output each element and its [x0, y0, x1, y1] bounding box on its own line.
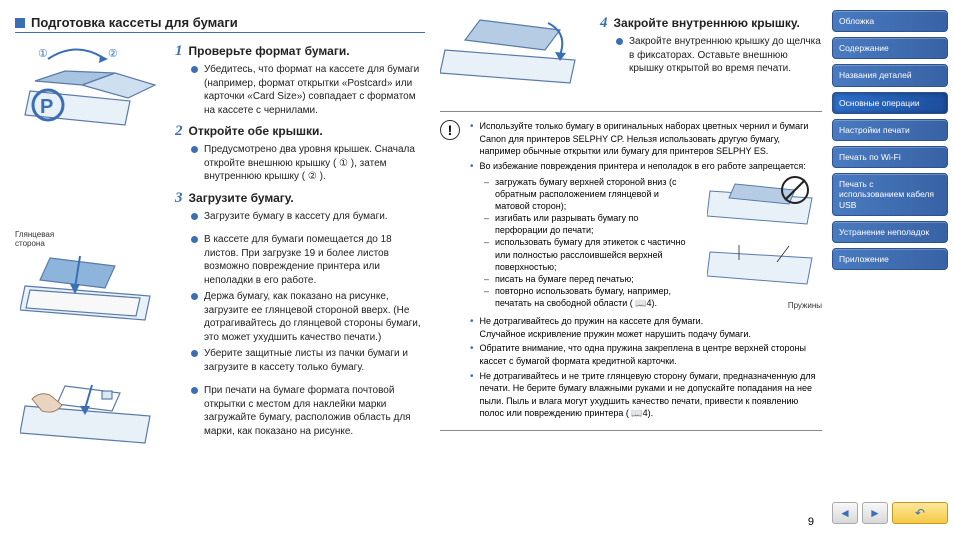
bullet-dot-icon: [191, 293, 198, 300]
sidebar-nav: Обложка Содержание Названия деталей Осно…: [832, 0, 954, 534]
illustration-close-lid: [440, 15, 580, 93]
sidebar-item-appendix[interactable]: Приложение: [832, 248, 948, 270]
step-title-4: Закройте внутреннюю крышку.: [614, 16, 800, 30]
left-arrow-icon: ◄: [839, 506, 851, 520]
illustration-springs-1: [707, 176, 817, 235]
sidebar-item-troubleshoot[interactable]: Устранение неполадок: [832, 221, 948, 243]
step3-bullet-2: В кассете для бумаги помещается до 18 ли…: [204, 233, 425, 287]
svg-text:P: P: [40, 96, 53, 118]
bullet-dot-icon: [191, 236, 198, 243]
info-bullet-icon: •: [470, 370, 474, 420]
step-number-4: 4: [600, 15, 608, 32]
info-sub-1: загружать бумагу верхней стороной вниз (…: [495, 176, 692, 212]
springs-label: Пружины: [702, 300, 822, 311]
info-spring-note: Случайное искривление пружин может наруш…: [480, 329, 751, 339]
caution-icon: !: [440, 120, 460, 140]
info-bullet-icon: •: [470, 120, 474, 158]
bullet-dot-icon: [191, 146, 198, 153]
step-title-3: Загрузите бумагу.: [189, 191, 294, 205]
info-sub-2: изгибать или разрывать бумагу по перфора…: [495, 212, 692, 236]
right-arrow-icon: ►: [869, 506, 881, 520]
dash-icon: –: [484, 273, 489, 285]
illustration-cassette-open: ① ② P: [20, 43, 160, 136]
step3-bullet-4: Уберите защитные листы из пачки бумаги и…: [204, 347, 425, 374]
step-title-1: Проверьте формат бумаги.: [189, 44, 350, 58]
glossy-side-label: Глянцевая сторона: [15, 230, 165, 248]
info-item-5: Не дотрагивайтесь и не трите глянцевую с…: [480, 370, 822, 420]
bullet-dot-icon: [191, 350, 198, 357]
illustration-load-paper: [20, 248, 160, 331]
dash-icon: –: [484, 285, 489, 309]
sidebar-item-cover[interactable]: Обложка: [832, 10, 948, 32]
step3-bullet-1: Загрузите бумагу в кассету для бумаги.: [204, 210, 388, 224]
sidebar-item-contents[interactable]: Содержание: [832, 37, 948, 59]
info-item-2: Во избежание повреждения принтера и непо…: [480, 160, 806, 174]
info-bullet-icon: •: [470, 342, 474, 367]
page-number: 9: [808, 516, 814, 528]
next-page-button[interactable]: ►: [862, 502, 888, 524]
info-bullet-icon: •: [470, 160, 474, 174]
step1-bullet-1: Убедитесь, что формат на кассете для бум…: [204, 63, 425, 117]
caution-box: ! • Используйте только бумагу в оригинал…: [440, 111, 822, 431]
bullet-dot-icon: [191, 387, 198, 394]
step4-bullet-1: Закройте внутреннюю крышку до щелчка в ф…: [629, 35, 822, 76]
back-button[interactable]: ↶: [892, 502, 948, 524]
dash-icon: –: [484, 176, 489, 212]
return-arrow-icon: ↶: [915, 506, 925, 520]
step2-bullet-1: Предусмотрено два уровня крышек. Сначала…: [204, 143, 425, 184]
bullet-dot-icon: [191, 213, 198, 220]
illustration-springs-2: [707, 240, 817, 294]
info-item-1: Используйте только бумагу в оригинальных…: [480, 120, 822, 158]
sidebar-item-parts[interactable]: Названия деталей: [832, 64, 948, 86]
page-nav-controls: ◄ ► ↶: [832, 502, 948, 524]
info-sub-5: повторно использовать бумагу, например, …: [495, 285, 692, 309]
info-item-4: Обратите внимание, что одна пружина закр…: [480, 342, 822, 367]
heading-text: Подготовка кассеты для бумаги: [31, 15, 238, 30]
step-title-2: Откройте обе крышки.: [189, 124, 323, 138]
illustration-postcard-load: [20, 381, 160, 454]
section-heading: Подготовка кассеты для бумаги: [15, 15, 425, 33]
step-number-1: 1: [175, 43, 183, 60]
bullet-dot-icon: [191, 66, 198, 73]
prev-page-button[interactable]: ◄: [832, 502, 858, 524]
sidebar-item-basic-ops[interactable]: Основные операции: [832, 92, 948, 114]
dash-icon: –: [484, 236, 489, 272]
sidebar-item-usb[interactable]: Печать с использованием кабеля USB: [832, 173, 948, 216]
step3-bullet-3: Держа бумагу, как показано на рисунке, з…: [204, 290, 425, 344]
step-number-2: 2: [175, 123, 183, 140]
info-sub-4: писать на бумаге перед печатью;: [495, 273, 634, 285]
heading-square-icon: [15, 18, 25, 28]
bullet-dot-icon: [616, 38, 623, 45]
dash-icon: –: [484, 212, 489, 236]
svg-text:②: ②: [108, 48, 118, 60]
step3-note: При печати на бумаге формата почтовой от…: [204, 384, 425, 438]
info-bullet-icon: •: [470, 315, 474, 340]
sidebar-item-print-settings[interactable]: Настройки печати: [832, 119, 948, 141]
info-sub-3: использовать бумагу для этикеток с части…: [495, 236, 692, 272]
svg-text:①: ①: [38, 48, 48, 60]
info-item-3: Не дотрагивайтесь до пружин на кассете д…: [480, 316, 704, 326]
step-number-3: 3: [175, 190, 183, 207]
sidebar-item-wifi[interactable]: Печать по Wi-Fi: [832, 146, 948, 168]
